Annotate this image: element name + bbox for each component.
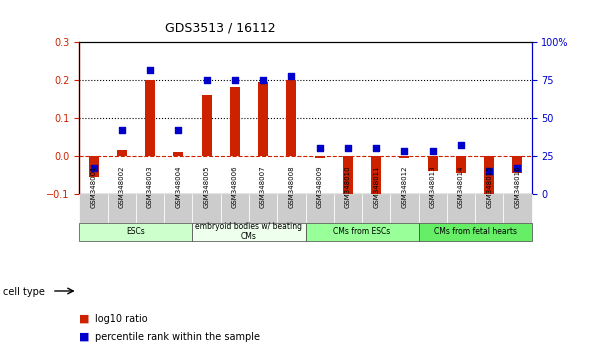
Bar [258,82,268,156]
FancyBboxPatch shape [503,194,532,223]
Point [428,148,437,154]
Bar [117,150,126,156]
Text: ■: ■ [79,332,90,342]
FancyBboxPatch shape [475,194,503,223]
Text: GSM348002: GSM348002 [119,166,125,208]
Point [485,168,494,174]
Point [174,127,183,133]
FancyBboxPatch shape [192,194,221,223]
Point [145,67,155,73]
Point [513,165,522,171]
Text: GSM348005: GSM348005 [203,166,210,208]
Text: CMs from ESCs: CMs from ESCs [334,227,390,236]
Text: GSM348011: GSM348011 [373,166,379,208]
Bar [456,156,466,173]
Text: ■: ■ [79,314,90,324]
Text: GSM348004: GSM348004 [175,166,181,208]
Text: GSM348016: GSM348016 [514,166,521,208]
FancyBboxPatch shape [334,194,362,223]
FancyBboxPatch shape [79,223,192,241]
FancyBboxPatch shape [306,223,419,241]
Bar [230,87,240,156]
Point [258,78,268,83]
Bar [145,80,155,156]
Point [202,78,211,83]
Point [343,145,353,151]
FancyBboxPatch shape [136,194,164,223]
Text: GSM348013: GSM348013 [430,166,436,208]
FancyBboxPatch shape [447,194,475,223]
Text: GSM348003: GSM348003 [147,166,153,208]
Text: ESCs: ESCs [126,227,145,236]
Text: GSM348009: GSM348009 [316,166,323,208]
Text: cell type: cell type [3,287,45,297]
Bar [315,156,324,158]
Point [117,127,126,133]
FancyBboxPatch shape [419,223,532,241]
Point [371,145,381,151]
Text: log10 ratio: log10 ratio [95,314,147,324]
Text: GDS3513 / 16112: GDS3513 / 16112 [165,22,276,35]
FancyBboxPatch shape [192,223,306,241]
Point [456,142,466,148]
Text: GSM348006: GSM348006 [232,166,238,208]
Text: GSM348012: GSM348012 [401,166,408,208]
FancyBboxPatch shape [79,194,108,223]
Bar [428,156,437,171]
Text: embryoid bodies w/ beating
CMs: embryoid bodies w/ beating CMs [196,222,302,241]
FancyBboxPatch shape [419,194,447,223]
FancyBboxPatch shape [108,194,136,223]
Bar [174,152,183,156]
Text: GSM348007: GSM348007 [260,166,266,208]
Bar [485,156,494,199]
FancyBboxPatch shape [221,194,249,223]
FancyBboxPatch shape [362,194,390,223]
Text: GSM348015: GSM348015 [486,166,492,208]
FancyBboxPatch shape [249,194,277,223]
Bar [89,156,98,177]
Bar [371,156,381,195]
Text: percentile rank within the sample: percentile rank within the sample [95,332,260,342]
FancyBboxPatch shape [164,194,192,223]
FancyBboxPatch shape [277,194,306,223]
Point [287,73,296,79]
Bar [400,156,409,158]
Text: GSM348001: GSM348001 [90,166,97,208]
Point [230,78,240,83]
Point [315,145,324,151]
Bar [202,95,211,156]
Text: CMs from fetal hearts: CMs from fetal hearts [434,227,516,236]
Point [400,148,409,154]
FancyBboxPatch shape [306,194,334,223]
FancyBboxPatch shape [390,194,419,223]
Text: GSM348010: GSM348010 [345,166,351,208]
Text: GSM348014: GSM348014 [458,166,464,208]
Point [89,165,98,171]
Bar [513,156,522,173]
Bar [343,156,353,194]
Text: GSM348008: GSM348008 [288,166,295,208]
Bar [287,80,296,156]
